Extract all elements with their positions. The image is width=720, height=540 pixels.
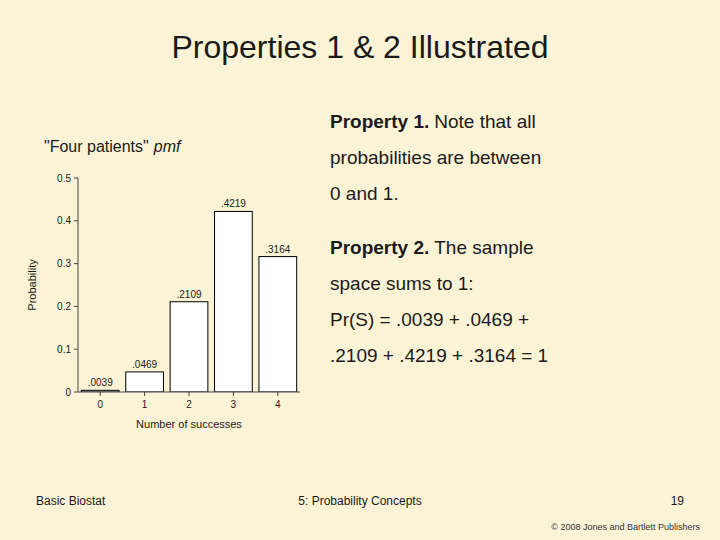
y-tick-label: 0.1	[57, 344, 71, 355]
y-tick	[74, 263, 78, 264]
x-tick-label: 4	[275, 399, 281, 410]
x-tick	[189, 392, 190, 396]
annotation-part: Note that all	[434, 111, 535, 132]
bar	[259, 257, 297, 392]
chart-label: "Four patients"pmf	[44, 138, 182, 155]
bar	[215, 211, 253, 392]
y-tick-label: 0.4	[57, 215, 71, 226]
bar	[170, 302, 208, 392]
annotation-part: Property 2.	[330, 237, 429, 258]
x-tick-label: 2	[186, 399, 192, 410]
bar	[126, 372, 164, 392]
x-tick	[100, 392, 101, 396]
chart-label-part: "Four patients"	[44, 138, 149, 155]
footer-right: 19	[671, 494, 685, 508]
data-label: .0469	[132, 359, 157, 370]
footer-center: 5: Probability Concepts	[298, 494, 421, 508]
x-tick-label: 1	[142, 399, 148, 410]
annotation-part: probabilities are between	[330, 147, 541, 168]
y-tick	[74, 306, 78, 307]
x-axis-label: Number of successes	[136, 418, 242, 430]
page: Properties 1 & 2 Illustrated "Four patien…	[0, 0, 720, 540]
annotation: space sums to 1:	[330, 273, 474, 294]
chart-label-part: pmf	[153, 138, 182, 155]
data-label: .3164	[265, 244, 290, 255]
x-tick	[233, 392, 234, 396]
copyright: © 2008 Jones and Bartlett Publishers	[551, 522, 700, 532]
annotation-part: 0 and 1.	[330, 183, 399, 204]
annotation: Property 1.Note that all	[330, 111, 536, 132]
annotation-part: .2109 + .4219 + .3164 = 1	[330, 345, 548, 366]
x-tick-label: 0	[97, 399, 103, 410]
y-tick	[74, 220, 78, 221]
annotation-part: The sample	[434, 237, 533, 258]
annotation: 0 and 1.	[330, 183, 399, 204]
y-tick	[74, 178, 78, 179]
annotation-part: Pr(S) = .0039 + .0469 +	[330, 309, 529, 330]
annotation-part: Property 1.	[330, 111, 429, 132]
annotation: probabilities are between	[330, 147, 541, 168]
y-tick-label: 0	[65, 387, 71, 398]
y-tick-label: 0.5	[57, 173, 71, 184]
data-label: .2109	[176, 289, 201, 300]
y-axis-label: Probability	[26, 259, 38, 311]
y-tick-label: 0.3	[57, 258, 71, 269]
x-tick	[144, 392, 145, 396]
y-tick	[74, 349, 78, 350]
data-label: .4219	[221, 198, 246, 209]
annotation: .2109 + .4219 + .3164 = 1	[330, 345, 548, 366]
annotation: Property 2.The sample	[330, 237, 534, 258]
y-tick	[74, 392, 78, 393]
annotation-part: space sums to 1:	[330, 273, 474, 294]
x-tick-label: 3	[231, 399, 237, 410]
y-axis	[78, 178, 79, 392]
y-tick-label: 0.2	[57, 301, 71, 312]
x-tick	[277, 392, 278, 396]
title: Properties 1 & 2 Illustrated	[171, 29, 548, 65]
bars	[81, 211, 296, 392]
annotation: Pr(S) = .0039 + .0469 +	[330, 309, 529, 330]
footer-left: Basic Biostat	[36, 494, 106, 508]
data-label: .0039	[88, 377, 113, 388]
